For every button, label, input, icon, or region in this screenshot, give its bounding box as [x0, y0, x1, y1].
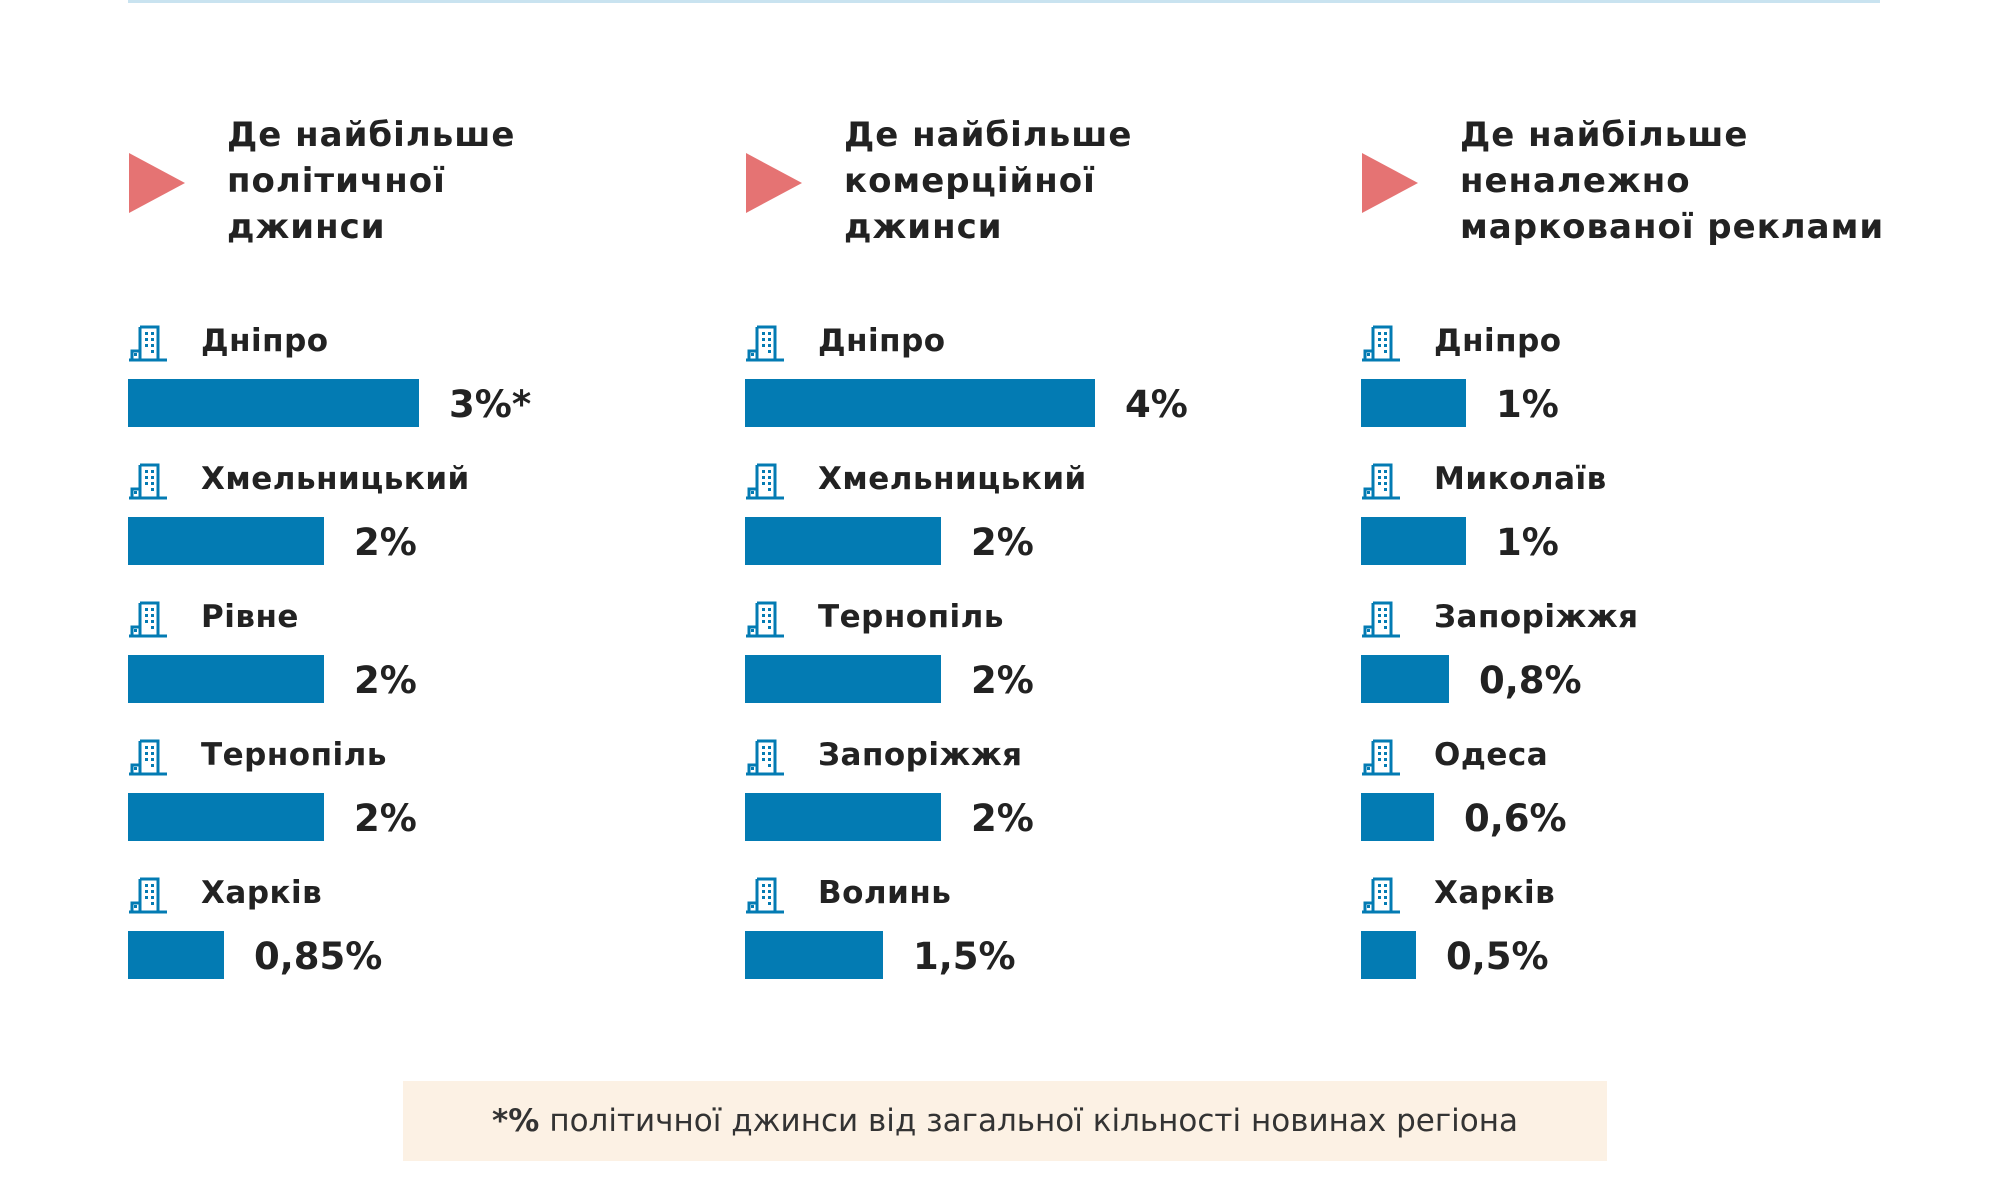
- triangle-marker-icon: [746, 153, 802, 213]
- bar-row: Миколаїв 1%: [1361, 461, 1961, 601]
- bar-row: Харків 0,5%: [1361, 875, 1961, 1015]
- value-label: 3%*: [449, 383, 532, 426]
- building-icon: [745, 877, 785, 915]
- value-label: 4%: [1125, 383, 1188, 426]
- building-icon: [745, 463, 785, 501]
- footnote-text: політичної джинси від загальної кільност…: [549, 1103, 1518, 1139]
- value-label: 1,5%: [913, 935, 1016, 978]
- category-label: Харків: [201, 875, 323, 911]
- title-line: комерційної: [844, 161, 1096, 201]
- category-label: Волинь: [818, 875, 952, 911]
- value-label: 1%: [1496, 521, 1559, 564]
- building-icon: [128, 601, 168, 639]
- building-icon: [1361, 463, 1401, 501]
- title-line: Де найбільше: [844, 115, 1133, 155]
- building-icon: [128, 739, 168, 777]
- building-icon: [1361, 601, 1401, 639]
- bar-row: Волинь 1,5%: [745, 875, 1345, 1015]
- value-label: 0,5%: [1446, 935, 1549, 978]
- building-icon: [1361, 739, 1401, 777]
- chart-title: Де найбільше неналежно маркованої реклами: [1460, 112, 1884, 250]
- bar: [1361, 517, 1466, 565]
- triangle-marker-icon: [129, 153, 185, 213]
- building-icon: [1361, 325, 1401, 363]
- category-label: Дніпро: [818, 323, 946, 359]
- bar-row: Тернопіль 2%: [128, 737, 728, 877]
- title-line: джинси: [844, 207, 1003, 247]
- footnote: *% політичної джинси від загальної кільн…: [403, 1081, 1607, 1161]
- value-label: 2%: [354, 797, 417, 840]
- chart-title: Де найбільше комерційної джинси: [844, 112, 1132, 250]
- bar: [1361, 379, 1466, 427]
- bar: [1361, 931, 1416, 979]
- category-label: Дніпро: [1434, 323, 1562, 359]
- value-label: 0,85%: [254, 935, 383, 978]
- title-line: маркованої реклами: [1460, 207, 1885, 247]
- value-label: 0,6%: [1464, 797, 1567, 840]
- top-divider: [128, 0, 1880, 3]
- bar: [128, 793, 324, 841]
- category-label: Миколаїв: [1434, 461, 1607, 497]
- bar-row: Хмельницький 2%: [745, 461, 1345, 601]
- bar: [128, 931, 224, 979]
- value-label: 0,8%: [1479, 659, 1582, 702]
- bar-row: Тернопіль 2%: [745, 599, 1345, 739]
- bar: [745, 793, 941, 841]
- title-line: Де найбільше: [1460, 115, 1749, 155]
- value-label: 2%: [971, 797, 1034, 840]
- title-line: Де найбільше: [227, 115, 516, 155]
- triangle-marker-icon: [1362, 153, 1418, 213]
- chart-title: Де найбільше політичної джинси: [227, 112, 515, 250]
- building-icon: [745, 739, 785, 777]
- value-label: 2%: [971, 659, 1034, 702]
- bar: [128, 517, 324, 565]
- building-icon: [745, 601, 785, 639]
- bar-row: Запоріжжя 2%: [745, 737, 1345, 877]
- footnote-mark: *%: [492, 1103, 540, 1139]
- category-label: Тернопіль: [201, 737, 387, 773]
- bar-row: Дніпро 4%: [745, 323, 1345, 463]
- building-icon: [128, 463, 168, 501]
- category-label: Рівне: [201, 599, 299, 635]
- category-label: Харків: [1434, 875, 1556, 911]
- bar-row: Дніпро 1%: [1361, 323, 1961, 463]
- bar: [745, 517, 941, 565]
- bar: [745, 379, 1095, 427]
- title-line: політичної: [227, 161, 446, 201]
- bar-row: Харків 0,85%: [128, 875, 728, 1015]
- category-label: Запоріжжя: [818, 737, 1023, 773]
- category-label: Хмельницький: [818, 461, 1087, 497]
- value-label: 1%: [1496, 383, 1559, 426]
- title-line: джинси: [227, 207, 386, 247]
- bar: [1361, 793, 1434, 841]
- category-label: Хмельницький: [201, 461, 470, 497]
- building-icon: [128, 325, 168, 363]
- bar: [745, 655, 941, 703]
- bar: [745, 931, 883, 979]
- building-icon: [128, 877, 168, 915]
- category-label: Одеса: [1434, 737, 1549, 773]
- bar: [128, 655, 324, 703]
- bar-row: Одеса 0,6%: [1361, 737, 1961, 877]
- building-icon: [1361, 877, 1401, 915]
- bar: [1361, 655, 1449, 703]
- bar-row: Дніпро 3%*: [128, 323, 728, 463]
- value-label: 2%: [354, 521, 417, 564]
- bar-row: Рівне 2%: [128, 599, 728, 739]
- bar: [128, 379, 419, 427]
- category-label: Запоріжжя: [1434, 599, 1639, 635]
- bar-row: Хмельницький 2%: [128, 461, 728, 601]
- value-label: 2%: [971, 521, 1034, 564]
- category-label: Тернопіль: [818, 599, 1004, 635]
- value-label: 2%: [354, 659, 417, 702]
- bar-row: Запоріжжя 0,8%: [1361, 599, 1961, 739]
- title-line: неналежно: [1460, 161, 1691, 201]
- building-icon: [745, 325, 785, 363]
- category-label: Дніпро: [201, 323, 329, 359]
